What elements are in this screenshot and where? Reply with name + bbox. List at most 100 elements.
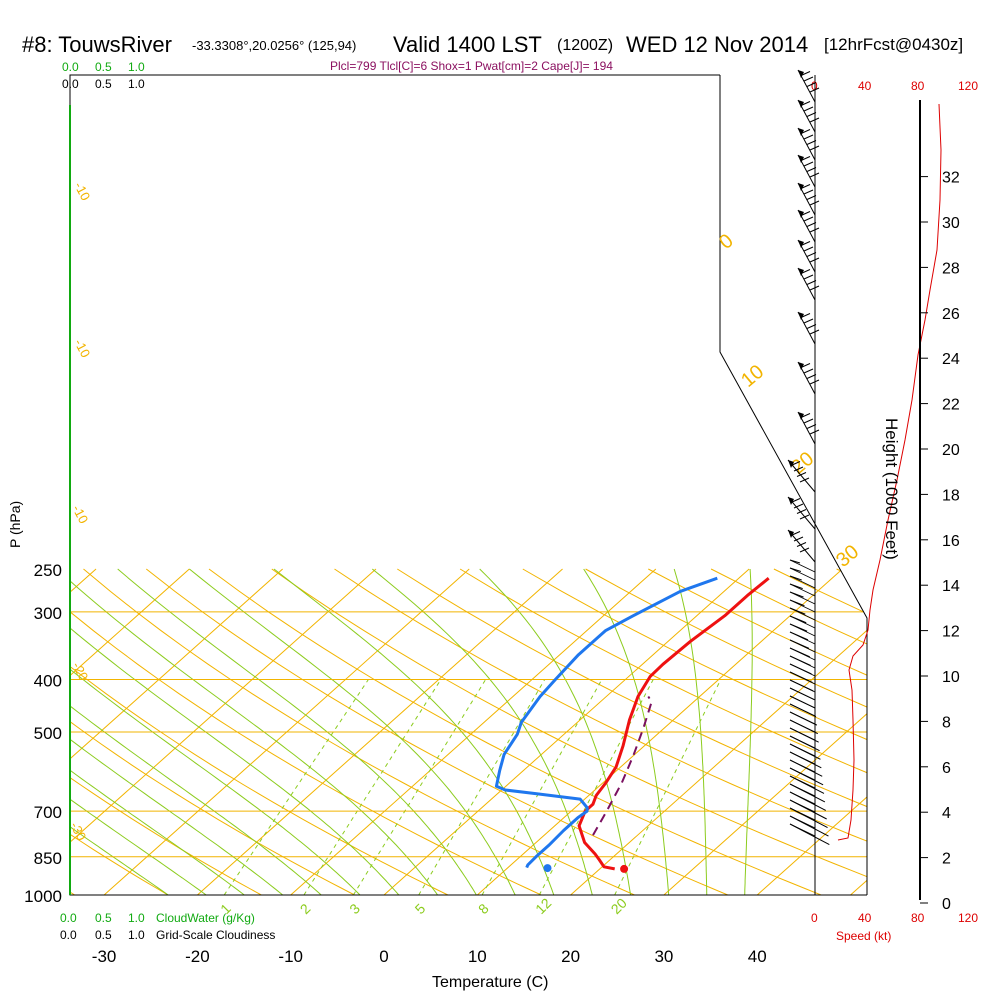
height-tick-label: 14 xyxy=(942,578,960,595)
wind-barb-feather xyxy=(789,583,816,597)
wind-barb-flag xyxy=(788,497,794,505)
mixing-ratio-line xyxy=(418,679,546,895)
wind-barb-feather xyxy=(789,743,816,757)
pressure-label: 1000 xyxy=(24,887,62,906)
dry-adiabat-line xyxy=(83,568,662,895)
moist-adiabat-lines xyxy=(70,568,753,895)
wind-barb-feather xyxy=(809,145,820,151)
cloud-water-scale-top-1: 0.5 xyxy=(95,60,112,74)
wind-barb-feather xyxy=(806,167,817,172)
wind-barb-feather xyxy=(809,285,820,291)
moist-adiabat-line xyxy=(117,568,484,895)
wind-barb-feather xyxy=(793,466,804,472)
moist-adiabat-line xyxy=(70,568,185,895)
dry-adiabat-line xyxy=(70,568,189,895)
mixing-ratio-label: 5 xyxy=(412,900,429,917)
wind-barb-feather xyxy=(789,615,816,629)
wind-barb-feather xyxy=(800,413,811,418)
wind-barb-feather xyxy=(806,82,817,87)
wind-barb-feather xyxy=(800,184,811,189)
mixing-ratio-label: 12 xyxy=(532,895,554,917)
height-tick-label: 4 xyxy=(942,805,951,822)
moist-adiabat-line xyxy=(70,568,297,895)
wind-barb-feather xyxy=(809,379,820,385)
height-tick-label: 26 xyxy=(942,306,960,323)
wind-barbs xyxy=(787,69,830,846)
height-axis-label: Height (1000 Feet) xyxy=(882,418,901,560)
wind-barb-feather xyxy=(789,559,816,573)
dry-adiabat-line xyxy=(710,568,867,895)
wind-barb-feather xyxy=(800,129,811,134)
wind-barb-feather xyxy=(789,807,816,821)
speed-bottom-40: 40 xyxy=(858,911,872,925)
wind-barb-feather xyxy=(789,647,816,661)
dry-adiabat-line xyxy=(334,568,867,895)
speed-bottom-120: 120 xyxy=(958,911,978,925)
height-tick-label: 32 xyxy=(942,170,960,187)
height-tick-label: 20 xyxy=(942,442,960,459)
wind-barb-flag xyxy=(788,530,794,538)
wind-barb-feather xyxy=(809,172,820,178)
speed-bottom-80: 80 xyxy=(911,911,925,925)
sounding-series xyxy=(494,576,770,873)
wind-barb-feather xyxy=(800,211,811,216)
wind-barb-feather xyxy=(790,498,801,503)
wind-barb-feather xyxy=(806,374,817,379)
wind-barb-feather xyxy=(809,429,820,435)
cloudiness-scale-bottom-0: 0.0 xyxy=(60,928,77,942)
cloud-water-scale-top-2: 1.0 xyxy=(128,60,145,74)
moist-adiabat-line xyxy=(70,568,260,895)
dry-adiabat-line xyxy=(522,568,867,895)
height-tick-label: 30 xyxy=(942,215,960,232)
dry-adiabat-line xyxy=(836,568,867,895)
temperature-axis-label: Temperature (C) xyxy=(432,974,548,991)
valid-zulu: (1200Z) xyxy=(557,37,613,54)
dry-adiabat-line xyxy=(773,568,867,895)
mixing-ratio-label: 20 xyxy=(608,895,630,917)
wind-barb-feather xyxy=(806,280,817,285)
wind-barb-feather xyxy=(793,503,804,509)
wind-barb-feather xyxy=(789,823,816,837)
wind-barb-feather xyxy=(789,639,816,653)
wind-barb-feather xyxy=(789,671,816,685)
dry-adiabat-label-0: 0 xyxy=(715,230,738,254)
wind-barb-flag xyxy=(798,312,804,320)
wind-barb-feather xyxy=(790,461,801,466)
wind-barb-feather xyxy=(803,106,814,112)
cloudiness-label: Grid-Scale Cloudiness xyxy=(156,928,275,942)
speed-top-40: 40 xyxy=(858,79,872,93)
wind-barb-feather xyxy=(789,687,816,701)
mixing-ratio-labels: 1 2 3 5 8 12 20 xyxy=(217,895,630,917)
moist-adiabat-line xyxy=(371,568,596,895)
plot-frame-right xyxy=(719,75,868,895)
moist-adiabat-line xyxy=(743,568,753,895)
wind-barb-feather xyxy=(789,679,816,693)
wind-barb-feather xyxy=(809,227,820,233)
wind-barb-flag xyxy=(798,240,804,248)
sounding-indices: Plcl=799 Tlcl[C]=6 Shox=1 Pwat[cm]=2 Cap… xyxy=(330,59,613,73)
isotherm-label-neg20-first: -10 xyxy=(71,336,93,360)
wind-barb-feather xyxy=(803,246,814,252)
wind-barb-feather xyxy=(789,695,816,709)
cloud-water-scale-bottom-2: 1.0 xyxy=(128,911,145,925)
wind-barb-feather xyxy=(809,200,820,206)
dewpoint-surface-point xyxy=(543,864,552,873)
wind-barb-feather xyxy=(803,216,814,222)
wind-barb-feather xyxy=(809,117,820,123)
wind-barb-feather xyxy=(803,418,814,424)
moist-adiabat-line xyxy=(273,568,559,895)
height-tick-label: 28 xyxy=(942,260,960,277)
pressure-axis-label: P (hPa) xyxy=(7,501,23,548)
temperature-tick-label: -20 xyxy=(185,947,210,966)
forecast-info: [12hrFcst@0430z] xyxy=(824,35,963,54)
speed-bottom-0: 0 xyxy=(811,911,818,925)
dry-adiabat-line xyxy=(70,568,567,895)
dry-adiabat-lines xyxy=(70,568,867,895)
cloudiness-scale-bottom-2: 1.0 xyxy=(128,928,145,942)
moist-adiabat-line xyxy=(70,568,223,895)
isotherm-label-neg30: -10 xyxy=(69,502,91,526)
wind-barb-feather xyxy=(803,161,814,167)
dry-adiabat-line xyxy=(70,568,473,895)
temperature-tick-label: -30 xyxy=(92,947,117,966)
